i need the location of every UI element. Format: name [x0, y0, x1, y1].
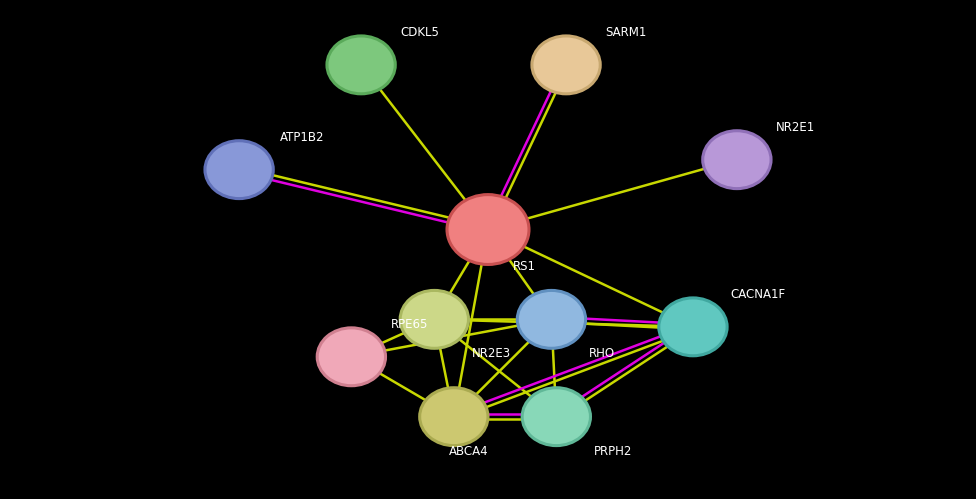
Text: ABCA4: ABCA4 [449, 445, 489, 458]
Ellipse shape [532, 36, 600, 94]
Text: RHO: RHO [589, 347, 615, 360]
Text: PRPH2: PRPH2 [593, 445, 631, 458]
Text: NR2E1: NR2E1 [776, 121, 815, 134]
Ellipse shape [522, 388, 590, 446]
Text: ATP1B2: ATP1B2 [280, 131, 325, 144]
Ellipse shape [400, 290, 468, 348]
Ellipse shape [517, 290, 586, 348]
Text: SARM1: SARM1 [605, 26, 646, 39]
Ellipse shape [327, 36, 395, 94]
Text: RPE65: RPE65 [390, 318, 427, 331]
Ellipse shape [317, 328, 386, 386]
Ellipse shape [420, 388, 488, 446]
Ellipse shape [205, 141, 273, 199]
Ellipse shape [447, 195, 529, 264]
Ellipse shape [703, 131, 771, 189]
Text: CACNA1F: CACNA1F [730, 288, 785, 301]
Text: RS1: RS1 [512, 260, 536, 273]
Text: CDKL5: CDKL5 [400, 26, 439, 39]
Ellipse shape [659, 298, 727, 356]
Text: NR2E3: NR2E3 [471, 347, 510, 360]
